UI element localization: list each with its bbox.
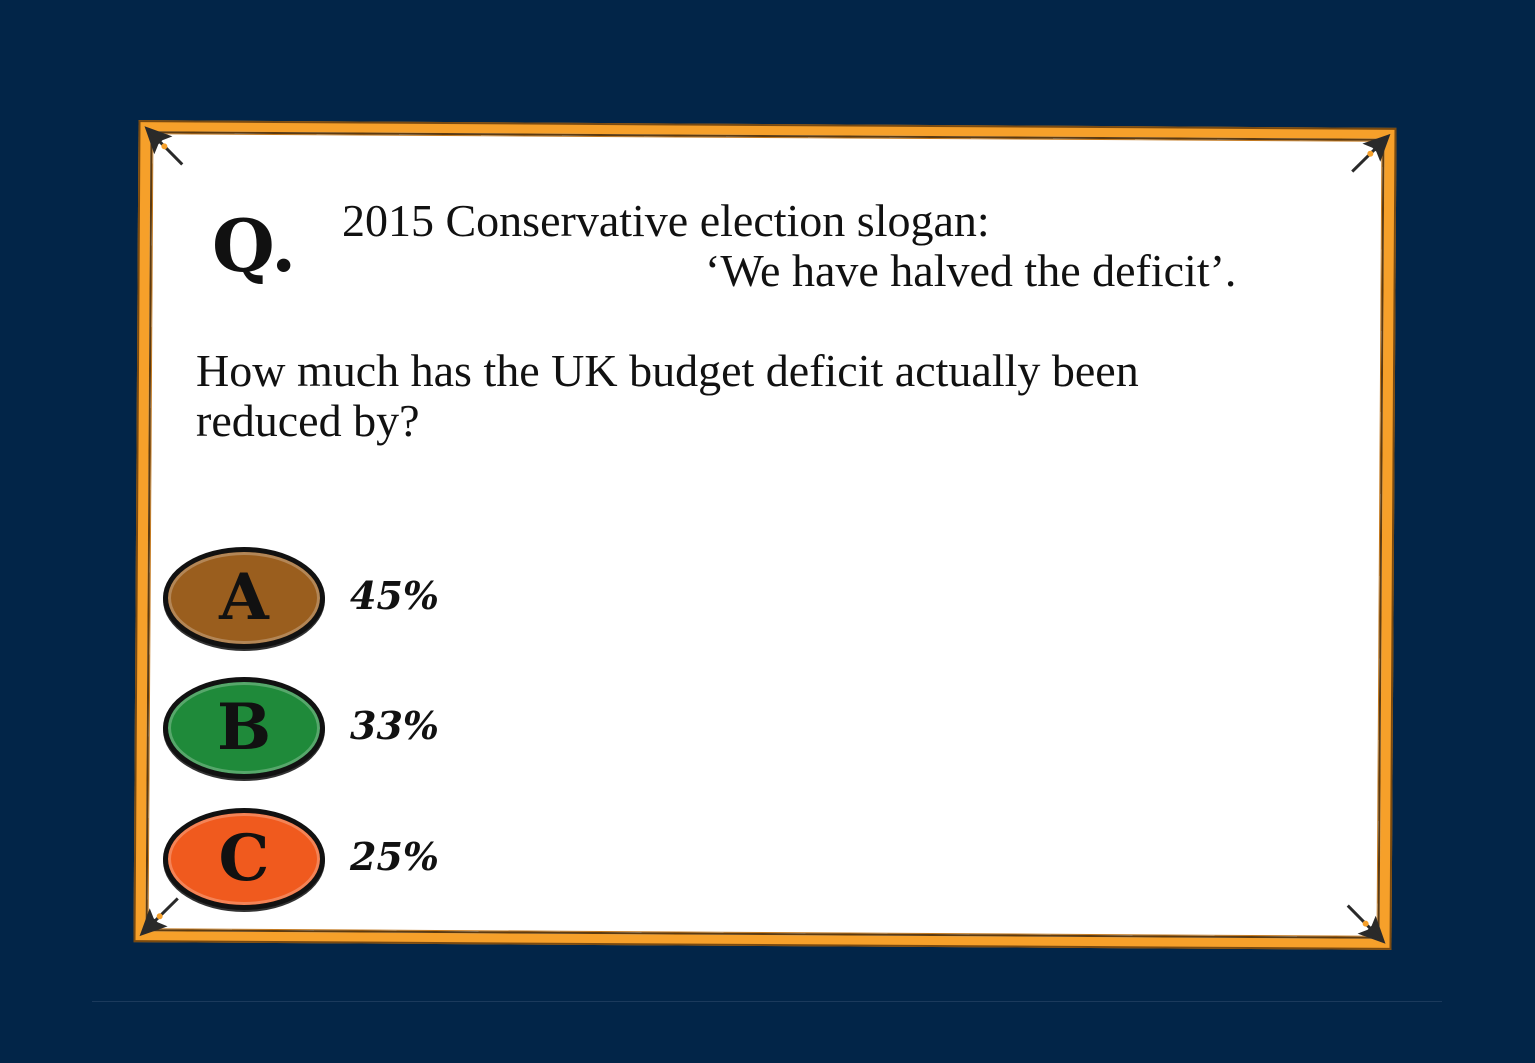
answer-option-a[interactable]: A 45% [163,547,863,653]
corner-ornament-icon [139,897,179,937]
corner-ornament-icon [1351,133,1391,173]
quiz-card [133,120,1397,950]
corner-ornament-icon [144,126,184,166]
answer-value-c: 25% [350,834,439,879]
answer-badge-b[interactable]: B [163,677,325,779]
answer-value-b: 33% [350,703,439,748]
answer-option-b[interactable]: B 33% [163,677,863,783]
slogan-quote: ‘We have halved the deficit’. [705,245,1237,296]
slogan-intro: 2015 Conservative election slogan: [342,195,990,246]
answer-value-a: 45% [350,573,439,618]
answer-badge-a[interactable]: A [163,547,325,649]
background-rule [92,1001,1442,1002]
answer-option-c[interactable]: C 25% [163,808,863,914]
question-text: How much has the UK budget deficit actua… [196,345,1139,446]
answer-badge-c[interactable]: C [163,808,325,910]
corner-ornament-icon [1346,904,1386,944]
question-label: Q. [212,203,297,288]
